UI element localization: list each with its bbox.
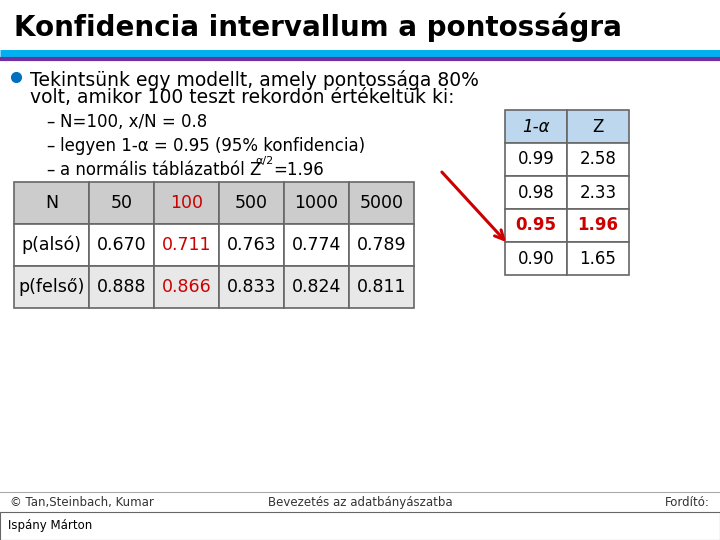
Text: 0.90: 0.90 [518, 249, 554, 267]
Text: 0.811: 0.811 [356, 278, 406, 296]
Bar [567, 176, 629, 209]
Text: α/2: α/2 [255, 156, 274, 166]
Text: Bevezetés az adatbányászatba: Bevezetés az adatbányászatba [268, 496, 452, 509]
Bar [14, 224, 89, 266]
Bar [14, 182, 89, 224]
Text: Ispány Márton: Ispány Márton [8, 519, 92, 532]
Text: =1.96: =1.96 [273, 161, 324, 179]
Bar [567, 209, 629, 242]
Text: 0.824: 0.824 [292, 278, 341, 296]
Bar [505, 242, 567, 275]
Bar [567, 242, 629, 275]
Bar [89, 224, 154, 266]
Text: 2.33: 2.33 [580, 184, 616, 201]
Text: © Tan,Steinbach, Kumar: © Tan,Steinbach, Kumar [10, 496, 154, 509]
Text: 0.98: 0.98 [518, 184, 554, 201]
Bar [349, 266, 414, 308]
Bar [89, 182, 154, 224]
Bar [154, 266, 219, 308]
Text: –: – [46, 113, 55, 131]
Bar [349, 224, 414, 266]
Text: volt, amikor 100 teszt rekordon értékeltük ki:: volt, amikor 100 teszt rekordon értékelt… [30, 88, 454, 107]
Text: N: N [45, 194, 58, 212]
Text: 0.99: 0.99 [518, 151, 554, 168]
Bar [219, 224, 284, 266]
Text: 0.789: 0.789 [356, 236, 406, 254]
Text: 1.65: 1.65 [580, 249, 616, 267]
Text: N=100, x/N = 0.8: N=100, x/N = 0.8 [60, 113, 207, 131]
FancyArrowPatch shape [442, 172, 504, 239]
Bar [284, 224, 349, 266]
Text: 100: 100 [170, 194, 203, 212]
Text: –: – [46, 137, 55, 155]
Text: 50: 50 [110, 194, 132, 212]
Bar [154, 224, 219, 266]
Text: legyen 1-α = 0.95 (95% konfidencia): legyen 1-α = 0.95 (95% konfidencia) [60, 137, 365, 155]
Bar [505, 209, 567, 242]
Text: Z: Z [593, 118, 603, 136]
Text: 2.58: 2.58 [580, 151, 616, 168]
Bar [0, 512, 720, 540]
Text: 0.774: 0.774 [292, 236, 341, 254]
Text: 1.96: 1.96 [577, 217, 618, 234]
Bar [284, 182, 349, 224]
Text: p(felső): p(felső) [18, 278, 85, 296]
Bar [505, 110, 567, 143]
Bar [154, 182, 219, 224]
Bar [567, 143, 629, 176]
Text: 5000: 5000 [359, 194, 403, 212]
Text: 0.833: 0.833 [227, 278, 276, 296]
Text: 0.888: 0.888 [96, 278, 146, 296]
Bar [14, 266, 89, 308]
Text: –: – [46, 161, 55, 179]
Text: Konfidencia intervallum a pontosságra: Konfidencia intervallum a pontosságra [14, 13, 622, 43]
Text: a normális táblázatból Z: a normális táblázatból Z [60, 161, 261, 179]
Text: Tekintsünk egy modellt, amely pontossága 80%: Tekintsünk egy modellt, amely pontossága… [30, 70, 479, 90]
Text: 1-α: 1-α [522, 118, 550, 136]
Text: 0.670: 0.670 [96, 236, 146, 254]
Bar [567, 110, 629, 143]
Text: 500: 500 [235, 194, 268, 212]
Text: 0.95: 0.95 [516, 217, 557, 234]
Bar [219, 182, 284, 224]
Text: 0.763: 0.763 [227, 236, 276, 254]
Bar [505, 143, 567, 176]
Text: p(alsó): p(alsó) [22, 236, 81, 254]
Bar [219, 266, 284, 308]
Bar [349, 182, 414, 224]
Text: 0.711: 0.711 [162, 236, 211, 254]
Bar [284, 266, 349, 308]
Text: 0.866: 0.866 [161, 278, 212, 296]
Text: Fordító:: Fordító: [665, 496, 710, 509]
Text: 1000: 1000 [294, 194, 338, 212]
Bar [89, 266, 154, 308]
Bar [505, 176, 567, 209]
